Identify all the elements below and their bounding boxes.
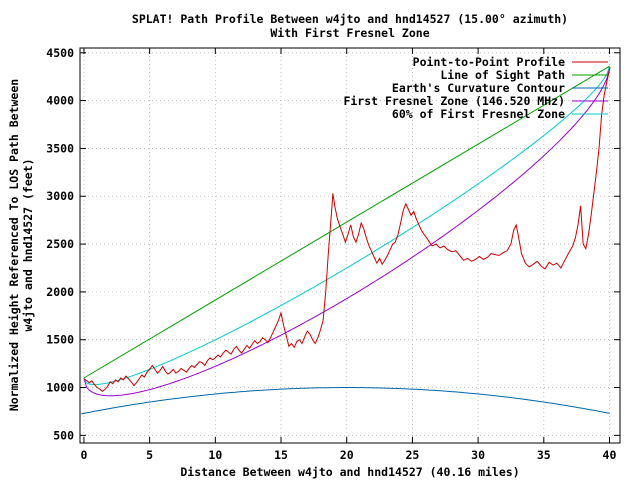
x-tick-label: 35	[537, 448, 551, 462]
fresnel-60-line	[83, 66, 610, 386]
legend-label: First Fresnel Zone (146.520 MHz)	[343, 94, 565, 108]
line-of-sight-line	[83, 65, 610, 379]
x-tick-label: 30	[471, 448, 485, 462]
legend-label: 60% of First Fresnel Zone	[392, 107, 565, 121]
x-tick-label: 25	[405, 448, 419, 462]
x-tick-label: 10	[208, 448, 222, 462]
y-tick-label: 4000	[46, 94, 74, 108]
y-axis-label-line2: w4jto and hnd14527 (feet)	[21, 158, 35, 331]
x-tick-label: 15	[274, 448, 288, 462]
fresnel-zone-line	[83, 66, 610, 397]
x-tick-label: 40	[603, 448, 617, 462]
y-axis-label: Normalized Height Referenced To LOS Path…	[7, 79, 21, 411]
chart-subtitle: With First Fresnel Zone	[270, 26, 429, 40]
x-axis-label: Distance Between w4jto and hnd14527 (40.…	[180, 465, 519, 479]
plot-frame	[79, 47, 621, 444]
terrain-profile-line	[83, 66, 611, 393]
y-tick-label: 2500	[46, 237, 74, 251]
chart-title: SPLAT! Path Profile Between w4jto and hn…	[132, 12, 568, 26]
y-tick-label: 3000	[46, 189, 74, 203]
x-tick-label: 0	[80, 448, 87, 462]
y-tick-label: 2000	[46, 285, 74, 299]
legend-label: Line of Sight Path	[440, 68, 565, 82]
y-tick-label: 1500	[46, 333, 74, 347]
x-tick-label: 20	[340, 448, 354, 462]
legend-label: Point-to-Point Profile	[413, 55, 565, 69]
y-tick-label: 3500	[46, 141, 74, 155]
y-tick-label: 1000	[46, 381, 74, 395]
ticks: 0 5 10 15 20 25 30 35 40 500 1000 1500 2000 2500 3000 3…	[46, 46, 620, 462]
earth-curvature-line	[81, 387, 610, 415]
y-tick-label: 500	[53, 428, 74, 442]
series-layer	[81, 65, 611, 415]
y-tick-label: 4500	[46, 46, 74, 60]
legend-label: Earth's Curvature Contour	[392, 81, 565, 95]
x-tick-label: 5	[146, 448, 153, 462]
